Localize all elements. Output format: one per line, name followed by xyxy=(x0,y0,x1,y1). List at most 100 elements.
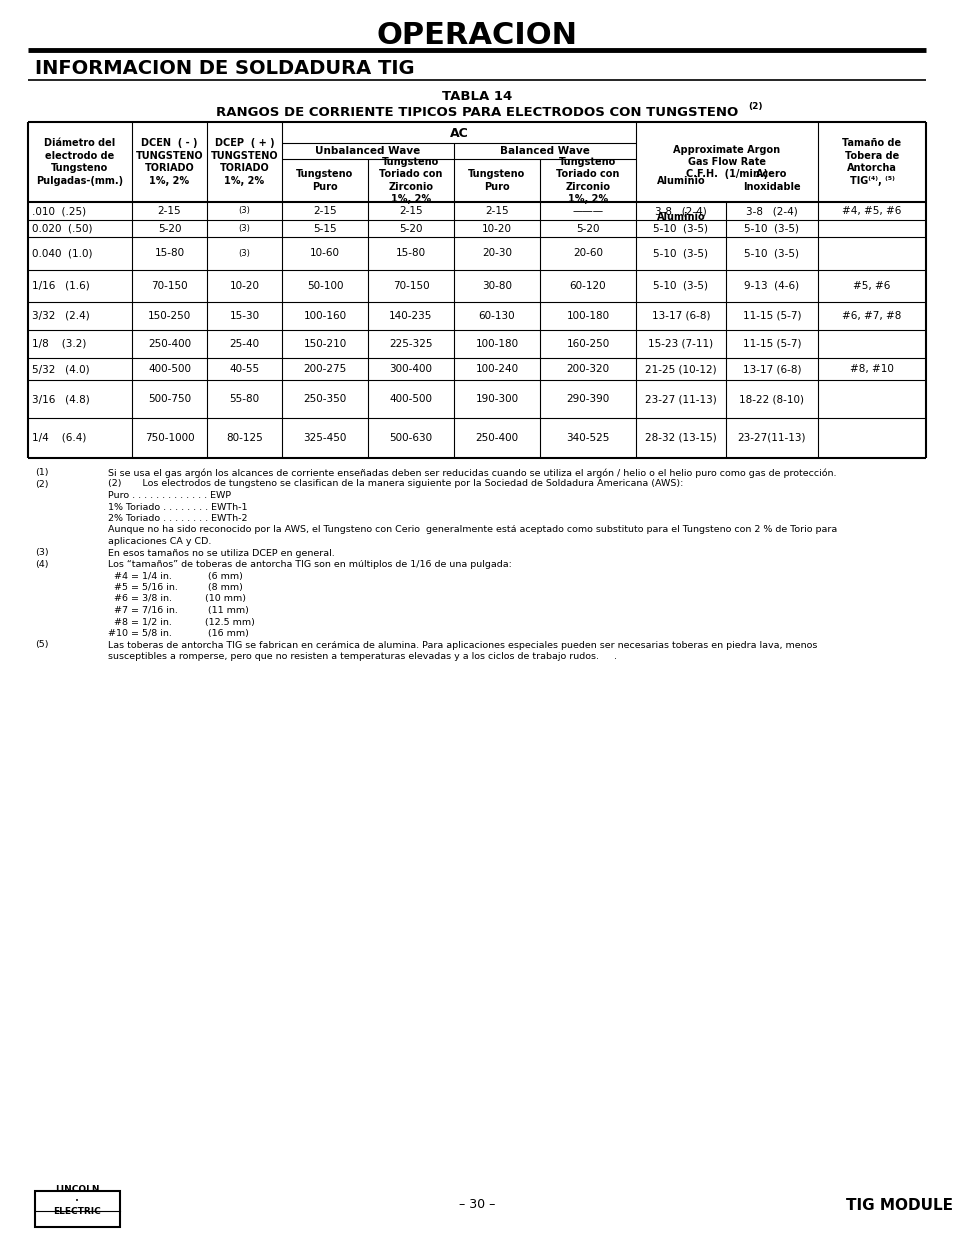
Text: 5-20: 5-20 xyxy=(576,224,599,233)
Text: (2): (2) xyxy=(35,479,49,489)
Text: 50-100: 50-100 xyxy=(307,282,343,291)
Text: 13-17 (6-8): 13-17 (6-8) xyxy=(651,311,709,321)
Text: Las toberas de antorcha TIG se fabrican en cerámica de alumina. Para aplicacione: Las toberas de antorcha TIG se fabrican … xyxy=(108,641,817,650)
Text: Tungsteno
Toriado con
Zirconio
1%, 2%: Tungsteno Toriado con Zirconio 1%, 2% xyxy=(379,157,442,204)
Text: 400-500: 400-500 xyxy=(148,364,191,374)
Text: 30-80: 30-80 xyxy=(481,282,512,291)
Text: 750-1000: 750-1000 xyxy=(145,433,194,443)
Text: 1/4    (6.4): 1/4 (6.4) xyxy=(32,433,87,443)
Text: #8, #10: #8, #10 xyxy=(849,364,893,374)
Text: 10-20: 10-20 xyxy=(481,224,512,233)
Text: Aluminio: Aluminio xyxy=(656,175,704,185)
Text: Acero
Inoxidable: Acero Inoxidable xyxy=(742,169,800,191)
Text: 10-20: 10-20 xyxy=(230,282,259,291)
Text: 140-235: 140-235 xyxy=(389,311,433,321)
Text: 2-15: 2-15 xyxy=(157,206,181,216)
Text: 60-120: 60-120 xyxy=(569,282,606,291)
Text: Tungsteno
Puro: Tungsteno Puro xyxy=(468,169,525,191)
Text: #6 = 3/8 in.           (10 mm): #6 = 3/8 in. (10 mm) xyxy=(108,594,246,604)
Text: 40-55: 40-55 xyxy=(230,364,259,374)
Text: 70-150: 70-150 xyxy=(393,282,429,291)
Text: 200-275: 200-275 xyxy=(303,364,346,374)
Text: 100-240: 100-240 xyxy=(475,364,518,374)
Text: 20-60: 20-60 xyxy=(573,248,602,258)
Text: (2): (2) xyxy=(747,103,761,111)
Text: 3/16   (4.8): 3/16 (4.8) xyxy=(32,394,90,404)
Text: Approximate Argon
Gas Flow Rate
C.F.H.  (1/min.): Approximate Argon Gas Flow Rate C.F.H. (… xyxy=(673,144,780,179)
Text: #7 = 7/16 in.          (11 mm): #7 = 7/16 in. (11 mm) xyxy=(108,606,249,615)
Text: ELECTRIC: ELECTRIC xyxy=(53,1208,101,1216)
Text: 5-10  (3-5): 5-10 (3-5) xyxy=(653,282,708,291)
Text: Si se usa el gas argón los alcances de corriente enseñadas deben ser reducidas c: Si se usa el gas argón los alcances de c… xyxy=(108,468,836,478)
Text: 3-8   (2-4): 3-8 (2-4) xyxy=(745,206,797,216)
Text: 5-20: 5-20 xyxy=(399,224,422,233)
Text: 11-15 (5-7): 11-15 (5-7) xyxy=(742,311,801,321)
Text: AC: AC xyxy=(449,127,468,140)
Text: (1): (1) xyxy=(35,468,49,477)
Text: .010  (.25): .010 (.25) xyxy=(32,206,86,216)
Text: susceptibles a romperse, pero que no resisten a temperaturas elevadas y a los ci: susceptibles a romperse, pero que no res… xyxy=(108,652,617,661)
Text: 10-60: 10-60 xyxy=(310,248,339,258)
Text: 60-130: 60-130 xyxy=(478,311,515,321)
Text: (2)       Los electrodos de tungsteno se clasifican de la manera siguiente por l: (2) Los electrodos de tungsteno se clasi… xyxy=(108,479,682,489)
Text: Aluminio: Aluminio xyxy=(656,212,704,222)
Text: #5 = 5/16 in.          (8 mm): #5 = 5/16 in. (8 mm) xyxy=(108,583,243,592)
Text: (5): (5) xyxy=(35,641,49,650)
Text: (3): (3) xyxy=(238,224,251,233)
Text: 250-400: 250-400 xyxy=(475,433,518,443)
Text: 225-325: 225-325 xyxy=(389,338,433,350)
Text: #4, #5, #6: #4, #5, #6 xyxy=(841,206,901,216)
Text: 1/16   (1.6): 1/16 (1.6) xyxy=(32,282,90,291)
Text: 5-10  (3-5): 5-10 (3-5) xyxy=(653,224,708,233)
Text: 0.020  (.50): 0.020 (.50) xyxy=(32,224,92,233)
Text: DCEN  ( - )
TUNGSTENO
TORIADO
1%, 2%: DCEN ( - ) TUNGSTENO TORIADO 1%, 2% xyxy=(135,138,203,185)
Text: Los “tamaños” de toberas de antorcha TIG son en múltiplos de 1/16 de una pulgada: Los “tamaños” de toberas de antorcha TIG… xyxy=(108,559,512,569)
Text: 150-250: 150-250 xyxy=(148,311,191,321)
Text: #8 = 1/2 in.           (12.5 mm): #8 = 1/2 in. (12.5 mm) xyxy=(108,618,254,626)
Text: – 30 –: – 30 – xyxy=(458,1198,495,1212)
Text: OPERACION: OPERACION xyxy=(376,21,577,49)
Text: Diámetro del
electrodo de
Tungsteno
Pulgadas-(mm.): Diámetro del electrodo de Tungsteno Pulg… xyxy=(36,138,124,185)
Text: Unbalanced Wave: Unbalanced Wave xyxy=(315,146,420,156)
Text: 15-80: 15-80 xyxy=(154,248,184,258)
Text: 5-10  (3-5): 5-10 (3-5) xyxy=(743,248,799,258)
Text: 5-20: 5-20 xyxy=(157,224,181,233)
Text: 21-25 (10-12): 21-25 (10-12) xyxy=(644,364,716,374)
Text: 100-180: 100-180 xyxy=(475,338,518,350)
Text: 250-350: 250-350 xyxy=(303,394,346,404)
Text: 5-10  (3-5): 5-10 (3-5) xyxy=(653,248,708,258)
Text: 23-27(11-13): 23-27(11-13) xyxy=(737,433,805,443)
Text: 325-450: 325-450 xyxy=(303,433,346,443)
Text: Tungsteno
Toriado con
Zirconio
1%, 2%: Tungsteno Toriado con Zirconio 1%, 2% xyxy=(556,157,619,204)
Bar xyxy=(35,1191,120,1228)
Text: 100-160: 100-160 xyxy=(303,311,346,321)
Text: En esos tamaños no se utiliza DCEP en general.: En esos tamaños no se utiliza DCEP en ge… xyxy=(108,548,335,557)
Text: 11-15 (5-7): 11-15 (5-7) xyxy=(742,338,801,350)
Text: Tamaño de
Tobera de
Antorcha
TIG⁽⁴⁾, ⁽⁵⁾: Tamaño de Tobera de Antorcha TIG⁽⁴⁾, ⁽⁵⁾ xyxy=(841,138,901,185)
Text: 160-250: 160-250 xyxy=(566,338,609,350)
Text: 2% Toriado . . . . . . . . EWTh-2: 2% Toriado . . . . . . . . EWTh-2 xyxy=(108,514,247,522)
Text: #10 = 5/8 in.            (16 mm): #10 = 5/8 in. (16 mm) xyxy=(108,629,249,638)
Text: 2-15: 2-15 xyxy=(485,206,508,216)
Text: 9-13  (4-6): 9-13 (4-6) xyxy=(743,282,799,291)
Text: 25-40: 25-40 xyxy=(230,338,259,350)
Text: #4 = 1/4 in.            (6 mm): #4 = 1/4 in. (6 mm) xyxy=(108,572,243,580)
Text: LINCOLN: LINCOLN xyxy=(54,1186,99,1194)
Text: 1% Toriado . . . . . . . . EWTh-1: 1% Toriado . . . . . . . . EWTh-1 xyxy=(108,503,247,511)
Text: (3): (3) xyxy=(35,548,49,557)
Text: ———: ——— xyxy=(572,206,603,216)
Text: 150-210: 150-210 xyxy=(303,338,346,350)
Text: 500-750: 500-750 xyxy=(148,394,191,404)
Text: INFORMACION DE SOLDADURA TIG: INFORMACION DE SOLDADURA TIG xyxy=(35,58,415,78)
Text: RANGOS DE CORRIENTE TIPICOS PARA ELECTRODOS CON TUNGSTENO: RANGOS DE CORRIENTE TIPICOS PARA ELECTRO… xyxy=(215,105,738,119)
Text: TIG MODULE: TIG MODULE xyxy=(845,1198,952,1213)
Text: 400-500: 400-500 xyxy=(389,394,432,404)
Text: 100-180: 100-180 xyxy=(566,311,609,321)
Text: 3/32   (2.4): 3/32 (2.4) xyxy=(32,311,90,321)
Text: •: • xyxy=(75,1198,79,1204)
Text: 5-10  (3-5): 5-10 (3-5) xyxy=(743,224,799,233)
Text: 80-125: 80-125 xyxy=(226,433,263,443)
Text: Puro . . . . . . . . . . . . . EWP: Puro . . . . . . . . . . . . . EWP xyxy=(108,492,231,500)
Text: 2-15: 2-15 xyxy=(313,206,336,216)
Text: Balanced Wave: Balanced Wave xyxy=(499,146,589,156)
